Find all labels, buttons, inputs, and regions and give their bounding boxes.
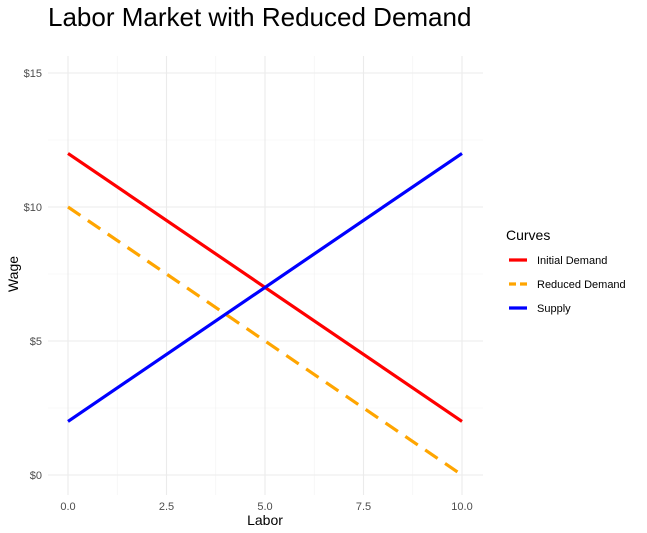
y-tick-label: $5 (30, 336, 42, 348)
x-tick-label: 0.0 (60, 501, 75, 513)
x-axis-title: Labor (247, 512, 283, 528)
y-axis-ticks: $0 $5 $10 $15 (24, 68, 42, 482)
supply-line (67, 152, 463, 423)
x-tick-label: 10.0 (451, 501, 472, 513)
legend: Curves Initial Demand Reduced Demand Suppl… (506, 227, 626, 315)
legend-title: Curves (506, 227, 550, 243)
y-tick-label: $15 (24, 68, 42, 80)
legend-label-supply: Supply (537, 303, 571, 315)
legend-label-reduced-demand: Reduced Demand (537, 279, 626, 291)
y-axis-title: Wage (5, 256, 21, 292)
chart-title: Labor Market with Reduced Demand (48, 2, 471, 32)
reduced-demand-line (67, 205, 463, 477)
x-axis-ticks: 0.0 2.5 5.0 7.5 10.0 (60, 501, 472, 513)
y-tick-label: $0 (30, 470, 42, 482)
x-tick-label: 5.0 (257, 501, 272, 513)
x-tick-label: 2.5 (159, 501, 174, 513)
y-tick-label: $10 (24, 202, 42, 214)
series-lines (67, 152, 463, 477)
legend-label-initial-demand: Initial Demand (537, 255, 607, 267)
grid (48, 56, 483, 495)
x-tick-label: 7.5 (356, 501, 371, 513)
